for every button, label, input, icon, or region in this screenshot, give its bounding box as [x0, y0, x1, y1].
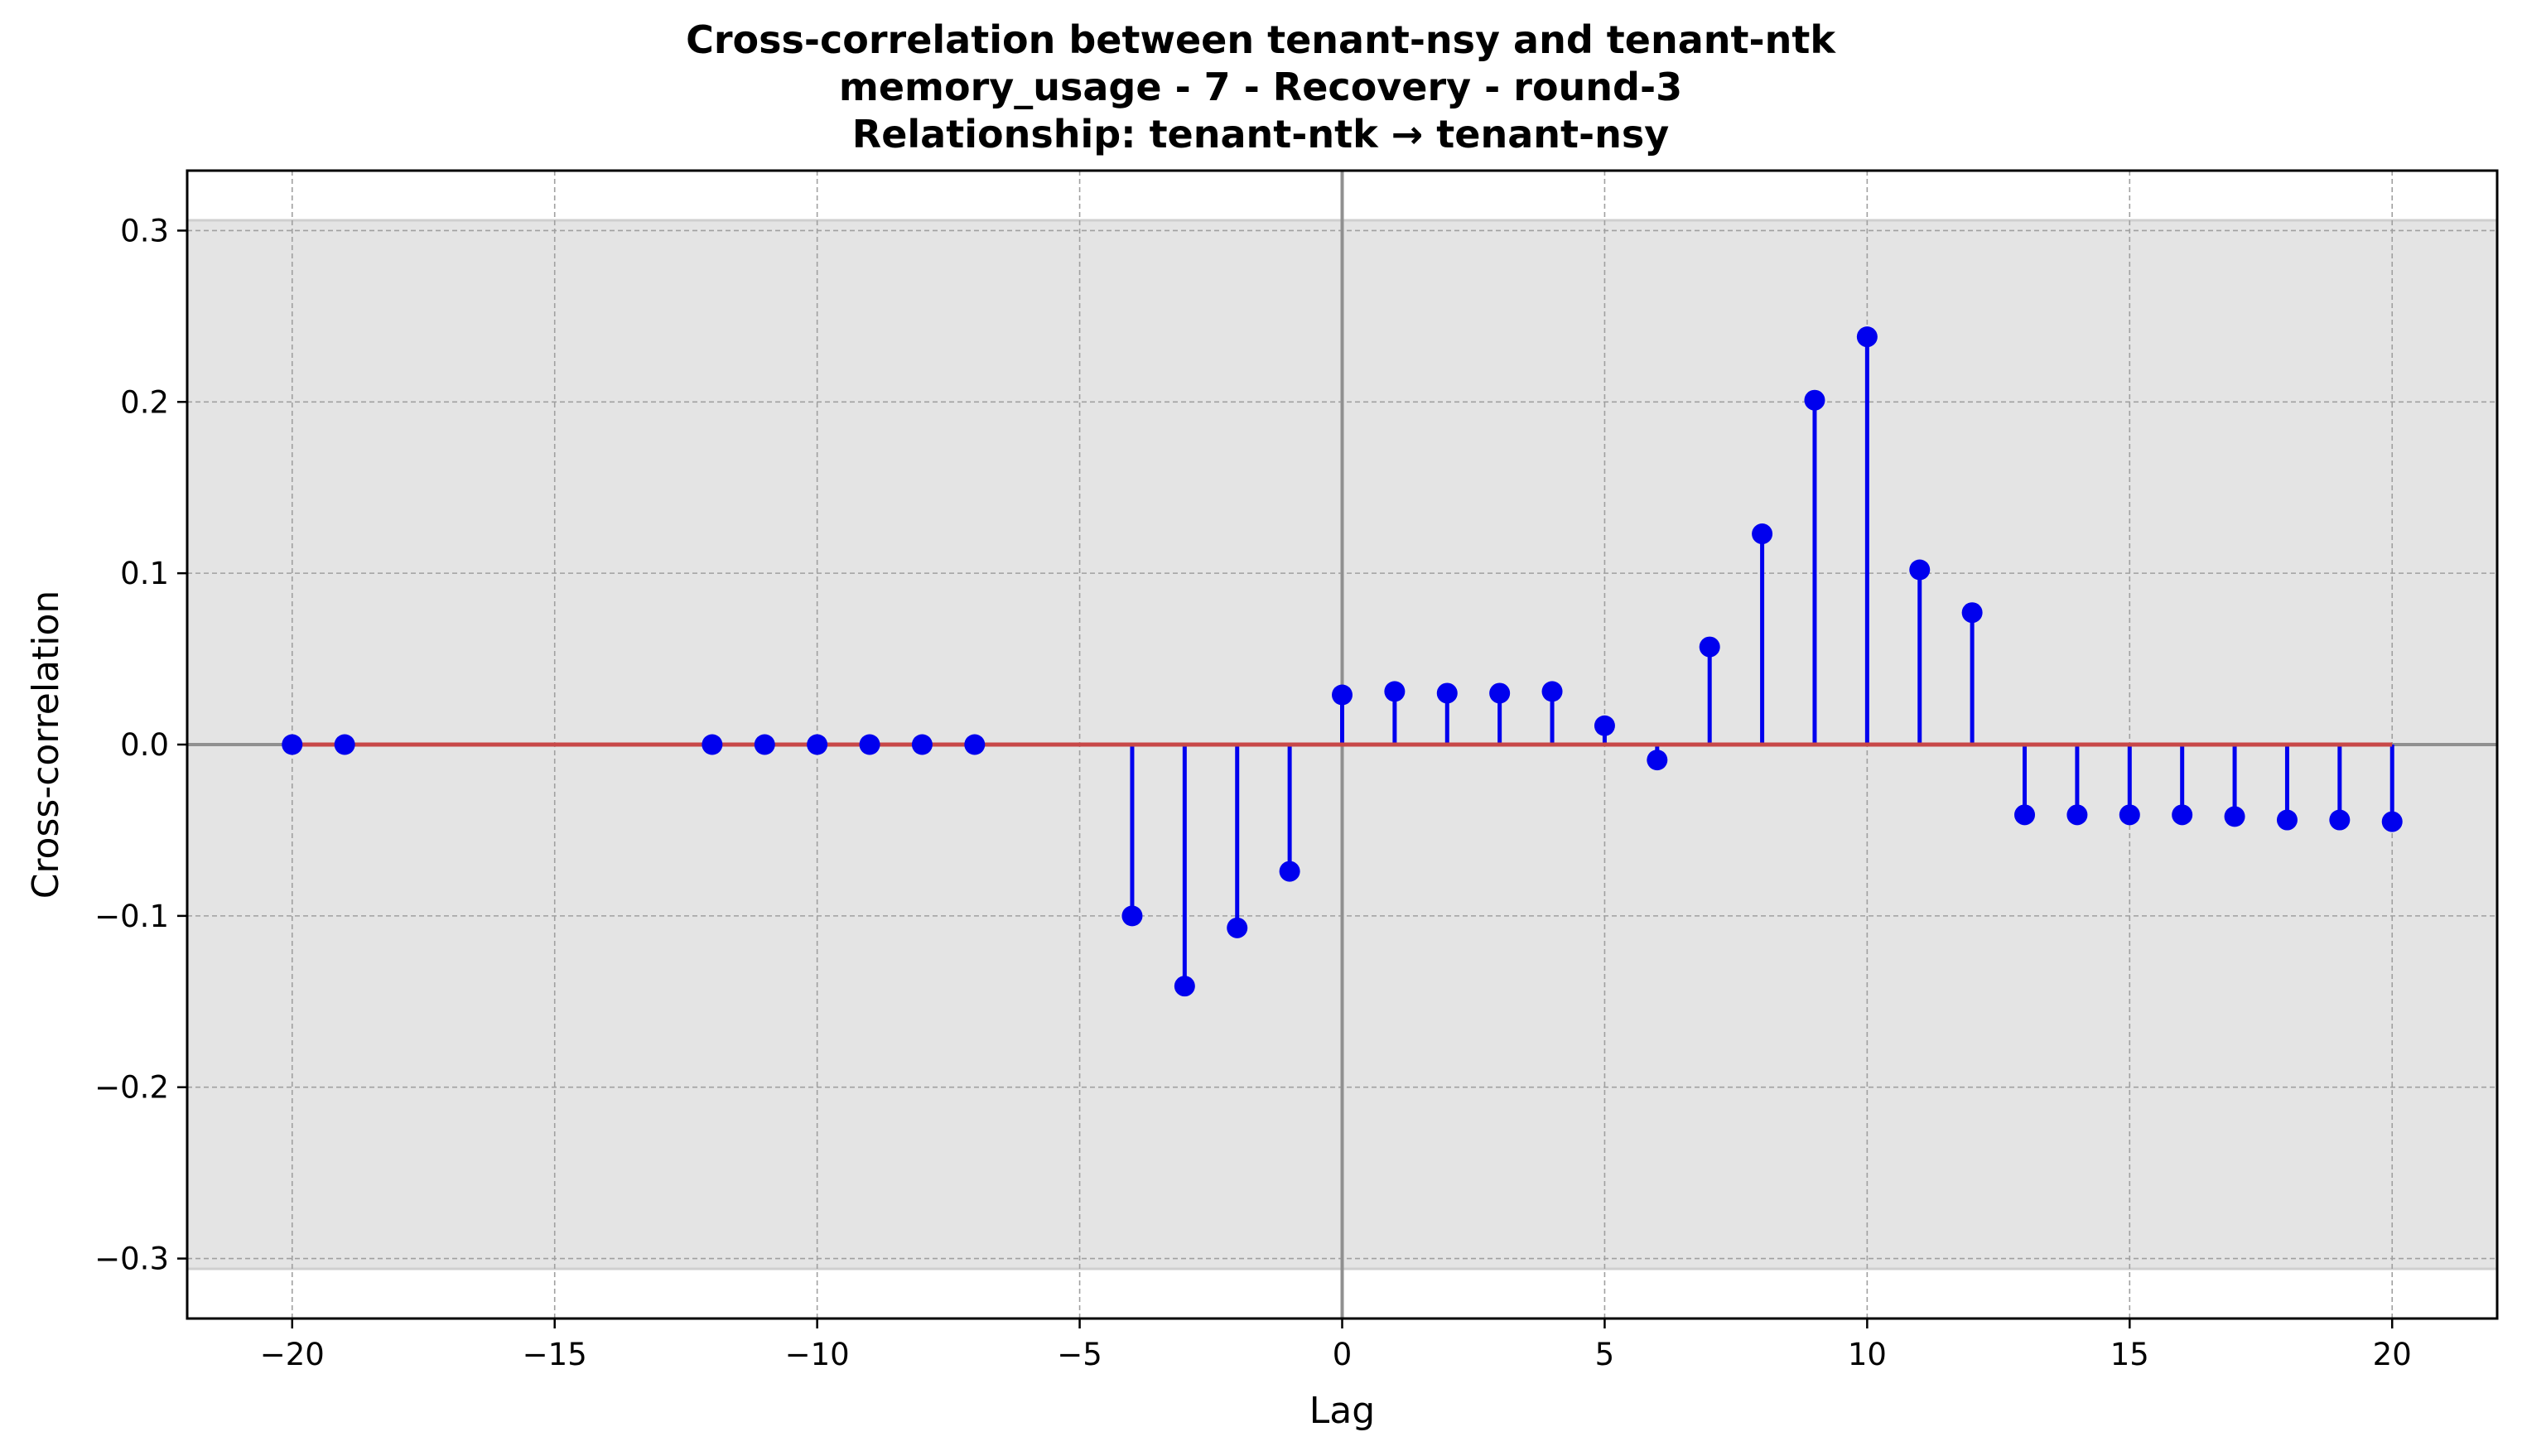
- x-tick-label-7: 15: [2110, 1337, 2149, 1372]
- title-line-2: memory_usage - 7 - Recovery - round-3: [839, 65, 1682, 109]
- data-point-lag-14: [2066, 804, 2088, 826]
- x-tick-label-6: 10: [1848, 1337, 1887, 1372]
- data-point-lag-10: [1856, 326, 1878, 348]
- data-point-lag--4: [1121, 905, 1143, 927]
- data-point-lag-2: [1436, 682, 1458, 704]
- data-point-lag--12: [702, 734, 723, 755]
- data-point-lag-20: [2381, 811, 2403, 832]
- y-tick-label-5: 0.2: [120, 384, 169, 420]
- data-point-lag-11: [1909, 559, 1931, 581]
- data-point-lag-5: [1594, 715, 1615, 736]
- x-tick-label-3: −5: [1057, 1337, 1102, 1372]
- x-axis-label: Lag: [1309, 1390, 1375, 1432]
- data-point-lag--8: [911, 734, 933, 755]
- y-tick-label-6: 0.3: [120, 213, 169, 248]
- data-point-lag-18: [2276, 809, 2298, 831]
- y-tick-label-3: 0.0: [120, 727, 169, 763]
- data-point-lag-9: [1804, 389, 1825, 411]
- data-point-lag--1: [1279, 861, 1300, 882]
- data-point-lag-1: [1384, 681, 1406, 702]
- title-line-1: Cross-correlation between tenant-nsy and…: [686, 17, 1836, 62]
- data-point-lag--3: [1174, 976, 1195, 997]
- data-point-lag--9: [859, 734, 880, 755]
- data-point-lag-4: [1541, 681, 1563, 702]
- y-tick-label-1: −0.2: [94, 1070, 169, 1106]
- y-axis-ticks: −0.3 −0.2 −0.1 0.0 0.1 0.2 0.3: [94, 213, 187, 1277]
- y-tick-label-4: 0.1: [120, 556, 169, 591]
- data-point-lag--19: [334, 734, 355, 755]
- title-line-3: Relationship: tenant-ntk → tenant-nsy: [852, 112, 1669, 157]
- data-point-lag--20: [282, 734, 303, 755]
- x-axis-ticks: −20 −15 −10 −5 0 5 10 15 20: [260, 1319, 2412, 1372]
- stem-markers: [282, 326, 2403, 997]
- x-tick-label-8: 20: [2373, 1337, 2412, 1372]
- data-point-lag-19: [2329, 809, 2351, 831]
- data-point-lag-3: [1489, 682, 1511, 704]
- data-point-lag-13: [2014, 804, 2036, 826]
- x-tick-label-5: 5: [1595, 1337, 1615, 1372]
- data-point-lag-8: [1752, 523, 1773, 545]
- y-tick-label-2: −0.1: [94, 899, 169, 934]
- data-point-lag-0: [1332, 684, 1353, 706]
- x-tick-label-1: −15: [523, 1337, 587, 1372]
- data-point-lag-17: [2224, 806, 2245, 827]
- data-point-lag-6: [1647, 750, 1668, 771]
- data-point-lag-16: [2172, 804, 2193, 826]
- data-point-lag-7: [1699, 636, 1720, 658]
- chart-title: Cross-correlation between tenant-nsy and…: [686, 17, 1836, 157]
- y-axis-label: Cross-correlation: [25, 591, 67, 899]
- x-tick-label-4: 0: [1333, 1337, 1353, 1372]
- data-point-lag--2: [1227, 917, 1248, 938]
- y-tick-label-0: −0.3: [94, 1241, 169, 1277]
- data-point-lag--7: [964, 734, 986, 755]
- data-point-lag--10: [807, 734, 828, 755]
- x-tick-label-0: −20: [260, 1337, 325, 1372]
- data-point-lag-15: [2119, 804, 2140, 826]
- data-point-lag-12: [1961, 602, 1983, 624]
- x-tick-label-2: −10: [785, 1337, 850, 1372]
- data-point-lag--11: [754, 734, 775, 755]
